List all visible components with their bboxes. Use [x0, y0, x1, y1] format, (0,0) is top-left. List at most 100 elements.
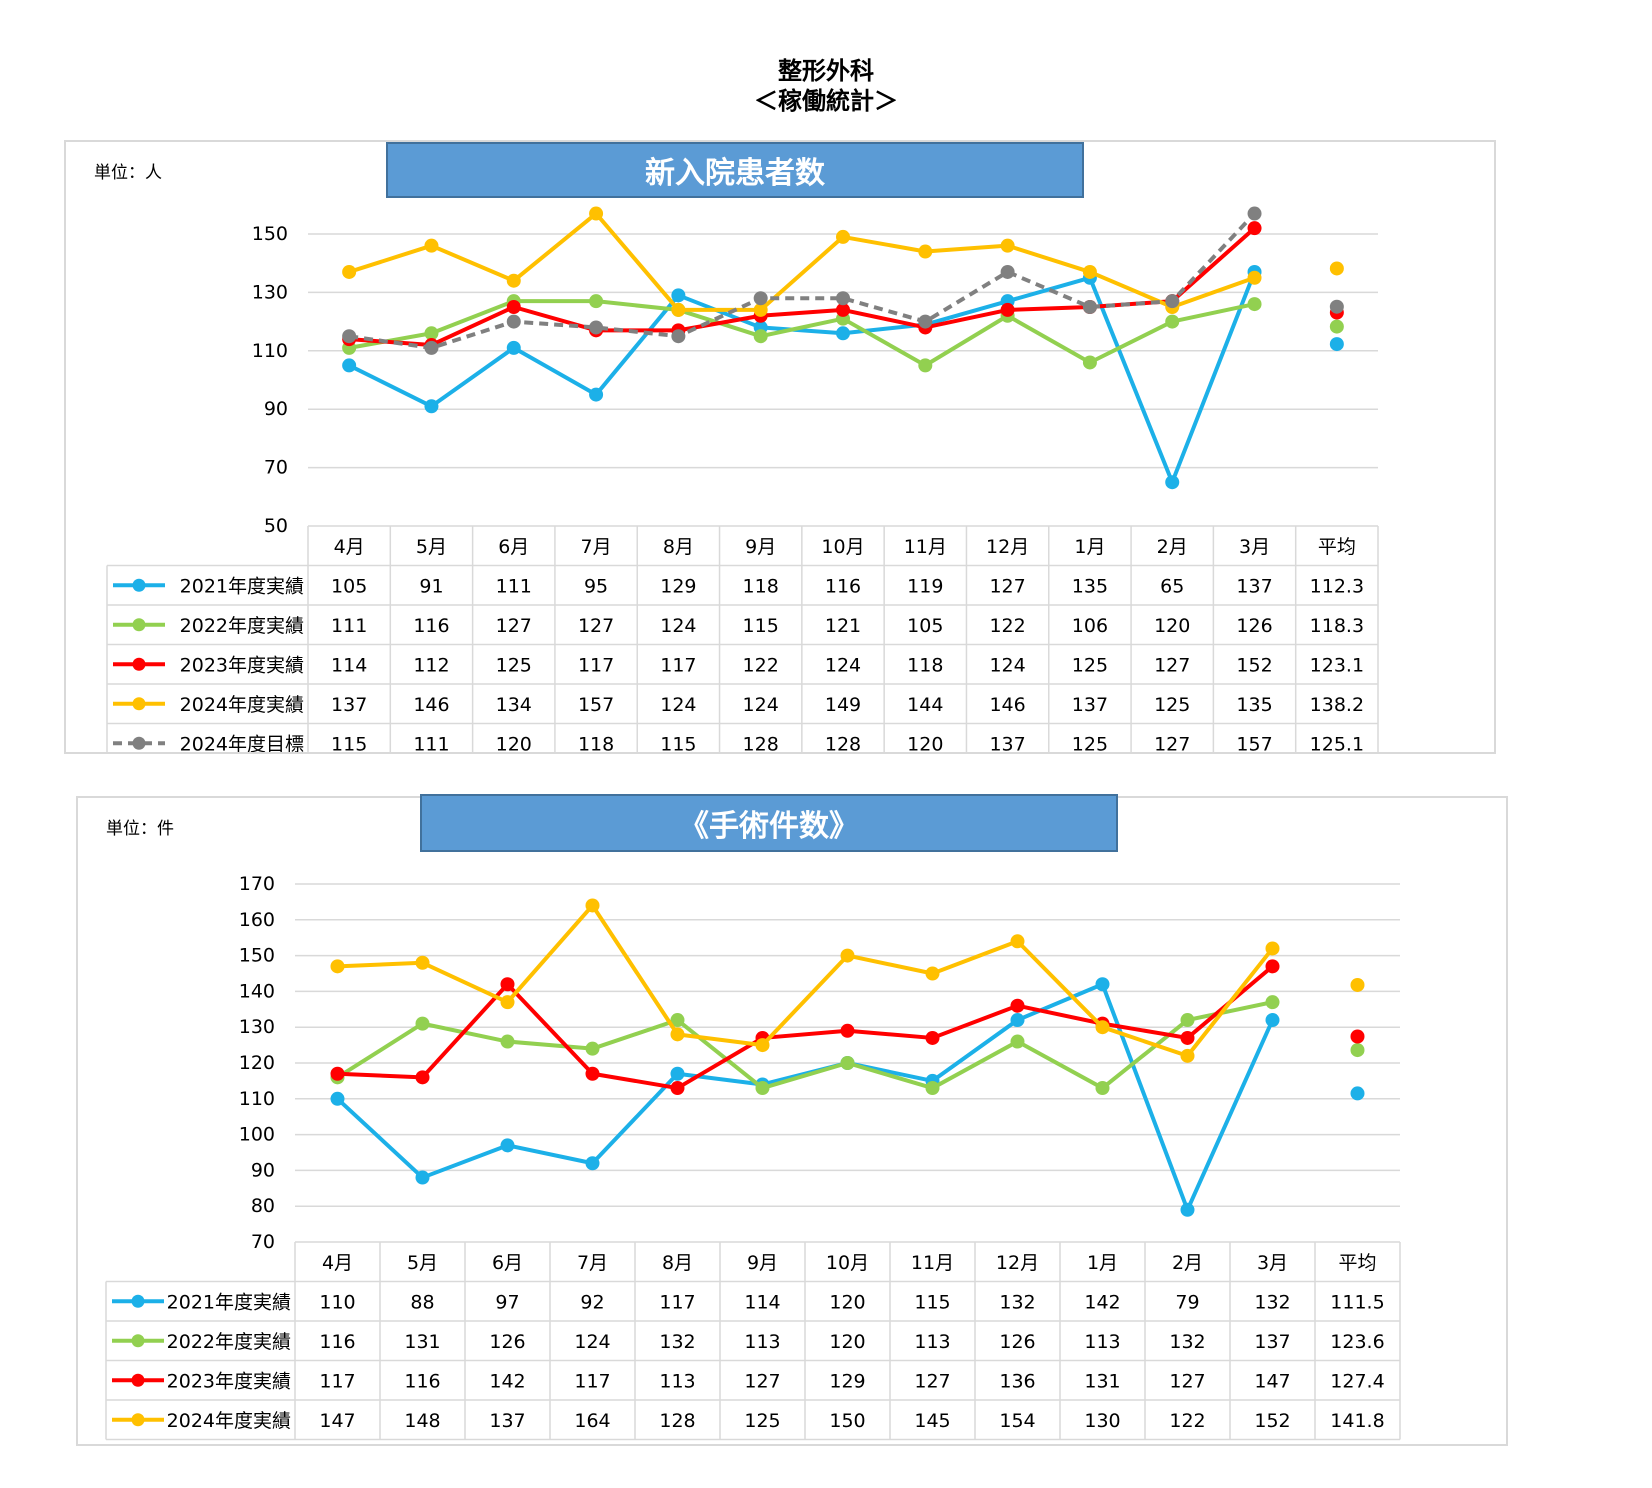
admissions-chart-title: 新入院患者数	[386, 142, 1084, 198]
data-label: 117	[660, 654, 696, 676]
average-point	[1350, 1043, 1365, 1058]
y-tick-label: 110	[239, 1088, 275, 1110]
data-label: 117	[319, 1370, 355, 1392]
data-point	[753, 291, 768, 306]
series-line	[348, 271, 1257, 485]
data-label: 148	[404, 1410, 440, 1432]
data-point	[589, 294, 604, 309]
data-label: 114	[331, 654, 367, 676]
average-point	[1350, 1029, 1365, 1044]
x-category-label: 4月	[334, 536, 365, 558]
data-point	[330, 959, 345, 974]
x-category-label: 3月	[1239, 536, 1270, 558]
admissions-line-chart: 50 70 90 110 130 150 4月 5月 6月 7月 8月 9月 10月 11月 12月 1月 2月…	[106, 206, 1379, 752]
data-label: 122	[743, 654, 779, 676]
data-point	[671, 288, 686, 303]
data-label: 126	[999, 1331, 1035, 1353]
surgery-line-chart: 70 80 90 100 110 120 130 140 150 160 170 4月 5月 6月 7月 8月…	[105, 873, 1401, 1441]
data-label: 113	[914, 1331, 950, 1353]
data-label: 132	[659, 1331, 695, 1353]
legend-key-marker	[132, 736, 146, 750]
series-line	[336, 1000, 1273, 1091]
data-label: 92	[580, 1291, 604, 1313]
legend-label: 2024年度実績	[180, 694, 304, 716]
data-label: 126	[1236, 615, 1272, 637]
data-label: 122	[1169, 1410, 1205, 1432]
data-point	[506, 340, 521, 355]
data-label: 97	[495, 1291, 519, 1313]
y-tick-label: 110	[252, 340, 288, 362]
x-category-label: 6月	[492, 1252, 523, 1274]
data-label: 137	[1236, 575, 1272, 597]
data-point	[670, 1066, 685, 1081]
page-title-line1: 整形外科	[778, 57, 874, 85]
data-point	[506, 300, 521, 314]
average-label: 123.1	[1310, 654, 1364, 676]
average-label: 112.3	[1310, 575, 1364, 597]
data-label: 135	[1072, 575, 1108, 597]
average-point	[1329, 261, 1344, 276]
data-point	[1247, 221, 1262, 236]
data-label: 118	[907, 654, 943, 676]
data-point	[1010, 1013, 1025, 1028]
data-point	[1247, 297, 1262, 312]
data-label: 127	[1154, 654, 1190, 676]
data-label: 65	[1160, 575, 1184, 597]
data-point	[415, 955, 430, 970]
average-label: 118.3	[1310, 615, 1364, 637]
average-label: 125.1	[1310, 733, 1364, 752]
x-category-label: 7月	[581, 536, 612, 558]
data-label: 149	[825, 694, 861, 716]
data-label: 124	[743, 694, 779, 716]
data-point	[1095, 1020, 1110, 1035]
x-category-label: 4月	[322, 1252, 353, 1274]
data-label: 106	[1072, 615, 1108, 637]
data-point	[1000, 238, 1015, 253]
data-label: 79	[1175, 1291, 1199, 1313]
series-line	[349, 226, 1256, 347]
data-point	[342, 329, 357, 344]
data-point	[1082, 264, 1097, 279]
data-point	[424, 326, 439, 341]
average-label: 111.5	[1330, 1291, 1384, 1313]
data-label: 132	[999, 1291, 1035, 1313]
data-point	[755, 1081, 770, 1096]
data-point	[836, 326, 850, 341]
data-label: 112	[413, 654, 449, 676]
data-point	[585, 1156, 600, 1171]
data-label: 136	[999, 1370, 1035, 1392]
surgery-chart-title: 《手術件数》	[420, 794, 1118, 852]
data-label: 115	[331, 733, 367, 752]
data-label: 95	[584, 575, 608, 597]
average-point	[1350, 977, 1365, 992]
data-label: 137	[489, 1410, 525, 1432]
data-point	[925, 1081, 940, 1096]
legend-label: 2023年度実績	[167, 1370, 291, 1392]
data-label: 145	[914, 1410, 950, 1432]
data-label: 150	[829, 1410, 865, 1432]
data-label: 152	[1254, 1410, 1290, 1432]
data-label: 127	[1169, 1370, 1205, 1392]
data-point	[836, 291, 850, 306]
data-point	[1010, 934, 1025, 949]
y-tick-label: 50	[264, 515, 288, 537]
x-category-label: 平均	[1338, 1252, 1376, 1274]
legend-label: 2022年度実績	[167, 1331, 291, 1353]
y-tick-label: 80	[251, 1195, 275, 1217]
y-tick-label: 100	[239, 1124, 275, 1146]
data-point	[840, 1056, 855, 1070]
data-label: 128	[659, 1410, 695, 1432]
data-point	[1265, 959, 1280, 974]
data-point	[925, 1030, 940, 1045]
x-category-label: 2月	[1172, 1252, 1203, 1274]
data-label: 125	[496, 654, 532, 676]
data-label: 157	[1236, 733, 1272, 752]
data-label: 124	[825, 654, 861, 676]
average-label: 138.2	[1310, 694, 1364, 716]
data-point	[330, 1066, 345, 1081]
admissions-chart-panel: 新入院患者数 単位：人 50 70 90 110 130 150 4月 5月 6月 7月 8月 9月 1…	[64, 140, 1496, 754]
data-point	[330, 1091, 345, 1106]
data-label: 134	[496, 694, 532, 716]
data-point	[424, 238, 439, 253]
y-tick-label: 160	[239, 909, 275, 931]
